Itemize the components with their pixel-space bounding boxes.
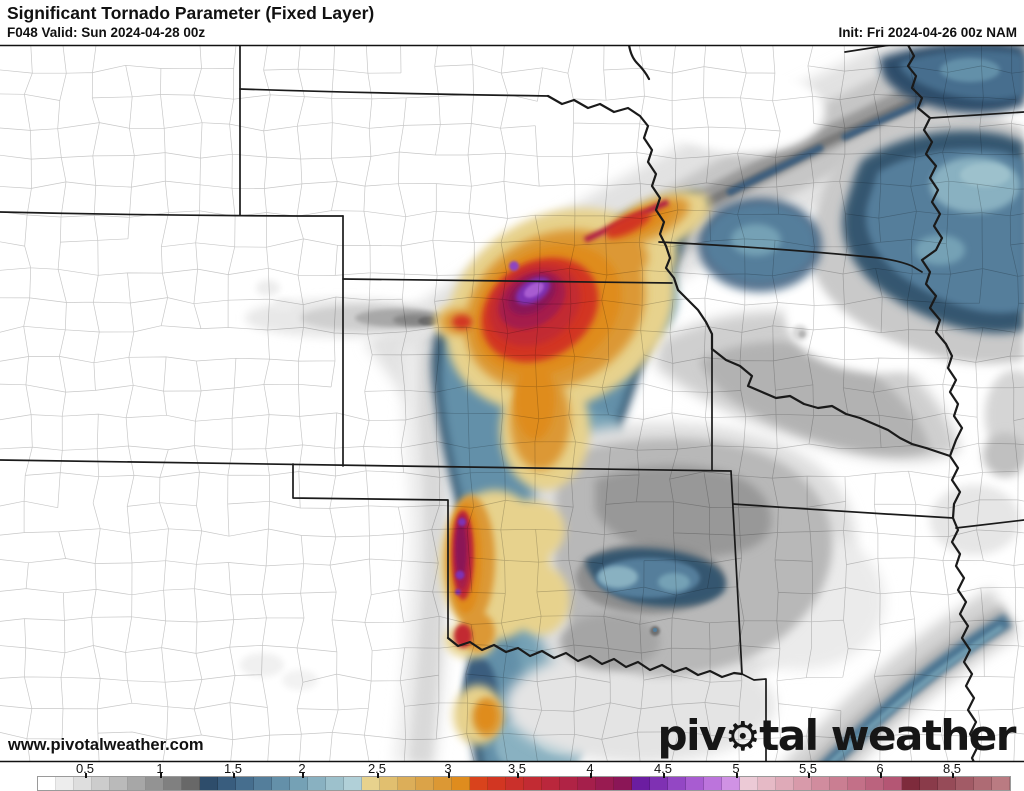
contour-oklahoma-max [440, 490, 570, 745]
logo-text-suffix: tal weather [759, 711, 1016, 760]
init-time-label: Init: Fri 2024-04-26 00z NAM [838, 25, 1017, 40]
state-line-ky-tn [955, 519, 1024, 529]
valid-time-label: F048 Valid: Sun 2024-04-28 00z [7, 25, 206, 40]
river-big-sioux [627, 45, 651, 81]
map-frame [0, 44, 1024, 763]
state-line-sd-ne [239, 88, 549, 97]
state-line-37n [0, 459, 732, 472]
state-line-mo-ar [732, 503, 954, 519]
logo-text-prefix: piv [657, 711, 727, 760]
state-line-41n [0, 211, 344, 217]
river-missouri-ne-ia [546, 94, 714, 351]
state-line-wi-il [929, 111, 1024, 119]
contour-topright-blues [879, 45, 1024, 114]
state-line-ia-mo [658, 241, 923, 273]
county-lines [0, 45, 1024, 762]
contour-oklahoma-grays [505, 423, 885, 762]
river-red [446, 636, 744, 679]
state-line-ia-mn [844, 45, 896, 53]
contour-nw-gray-streak [245, 280, 445, 338]
page-title: Significant Tornado Parameter (Fixed Lay… [7, 3, 375, 23]
state-borders [0, 45, 1024, 762]
county-grid [0, 45, 1024, 762]
contour-kansas-max [434, 190, 711, 490]
contour-small-gray-dots [240, 325, 808, 690]
state-line-tx-ar [741, 673, 767, 762]
river-mississippi [906, 45, 980, 762]
site-url-watermark: www.pivotalweather.com [8, 736, 204, 754]
river-missouri-mo [710, 347, 952, 458]
state-line-panhandles [292, 463, 449, 639]
pivotal-weather-logo: piv⚙tal weather [657, 711, 1017, 760]
state-line-ne-ks [342, 278, 673, 284]
contour-iowa-blues [698, 116, 1024, 364]
gear-icon: ⚙ [724, 714, 761, 760]
